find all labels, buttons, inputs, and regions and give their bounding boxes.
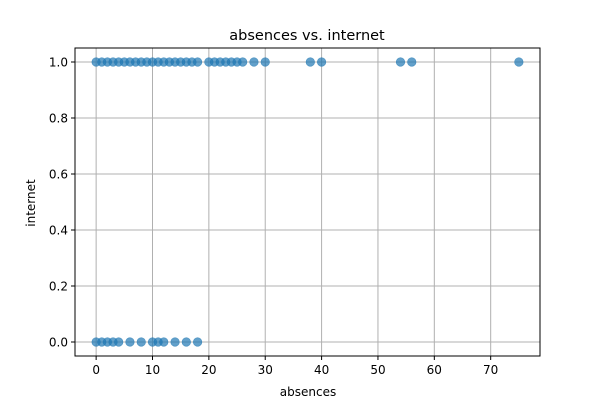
y-tick-label: 1.0 bbox=[49, 56, 68, 70]
y-tick-label: 0.0 bbox=[49, 336, 68, 350]
x-tick-label: 40 bbox=[314, 363, 329, 377]
data-point bbox=[305, 57, 315, 67]
data-point bbox=[159, 337, 169, 347]
y-tick-label: 0.4 bbox=[49, 224, 68, 238]
y-axis-label: internet bbox=[24, 179, 38, 227]
x-tick-label: 70 bbox=[483, 363, 498, 377]
x-tick-label: 30 bbox=[258, 363, 273, 377]
x-tick-label: 60 bbox=[427, 363, 442, 377]
data-point bbox=[170, 337, 180, 347]
data-point bbox=[192, 57, 203, 67]
data-point bbox=[238, 57, 248, 67]
data-point bbox=[514, 57, 524, 67]
data-point bbox=[316, 57, 327, 67]
data-point bbox=[136, 337, 146, 347]
data-point bbox=[260, 57, 270, 67]
data-points bbox=[91, 57, 524, 347]
y-tick-label: 0.8 bbox=[49, 112, 68, 126]
data-point bbox=[407, 57, 417, 67]
x-tick-label: 20 bbox=[201, 363, 216, 377]
x-axis-label: absences bbox=[280, 385, 336, 399]
data-point bbox=[192, 337, 203, 347]
x-axis-ticks: 0 10 20 30 40 50 60 70 bbox=[92, 356, 498, 377]
chart-title: absences vs. internet bbox=[229, 28, 385, 44]
y-tick-label: 0.6 bbox=[49, 168, 68, 182]
data-point bbox=[249, 57, 259, 67]
x-tick-label: 50 bbox=[370, 363, 385, 377]
y-axis-ticks: 0.0 0.2 0.4 0.6 0.8 1.0 bbox=[49, 56, 75, 350]
y-tick-label: 0.2 bbox=[49, 280, 68, 294]
data-point bbox=[395, 57, 406, 67]
x-tick-label: 10 bbox=[145, 363, 160, 377]
data-point bbox=[114, 337, 124, 347]
data-point bbox=[125, 337, 135, 347]
plot-area-frame bbox=[74, 47, 541, 357]
data-point bbox=[181, 337, 191, 347]
x-tick-label: 0 bbox=[92, 363, 100, 377]
